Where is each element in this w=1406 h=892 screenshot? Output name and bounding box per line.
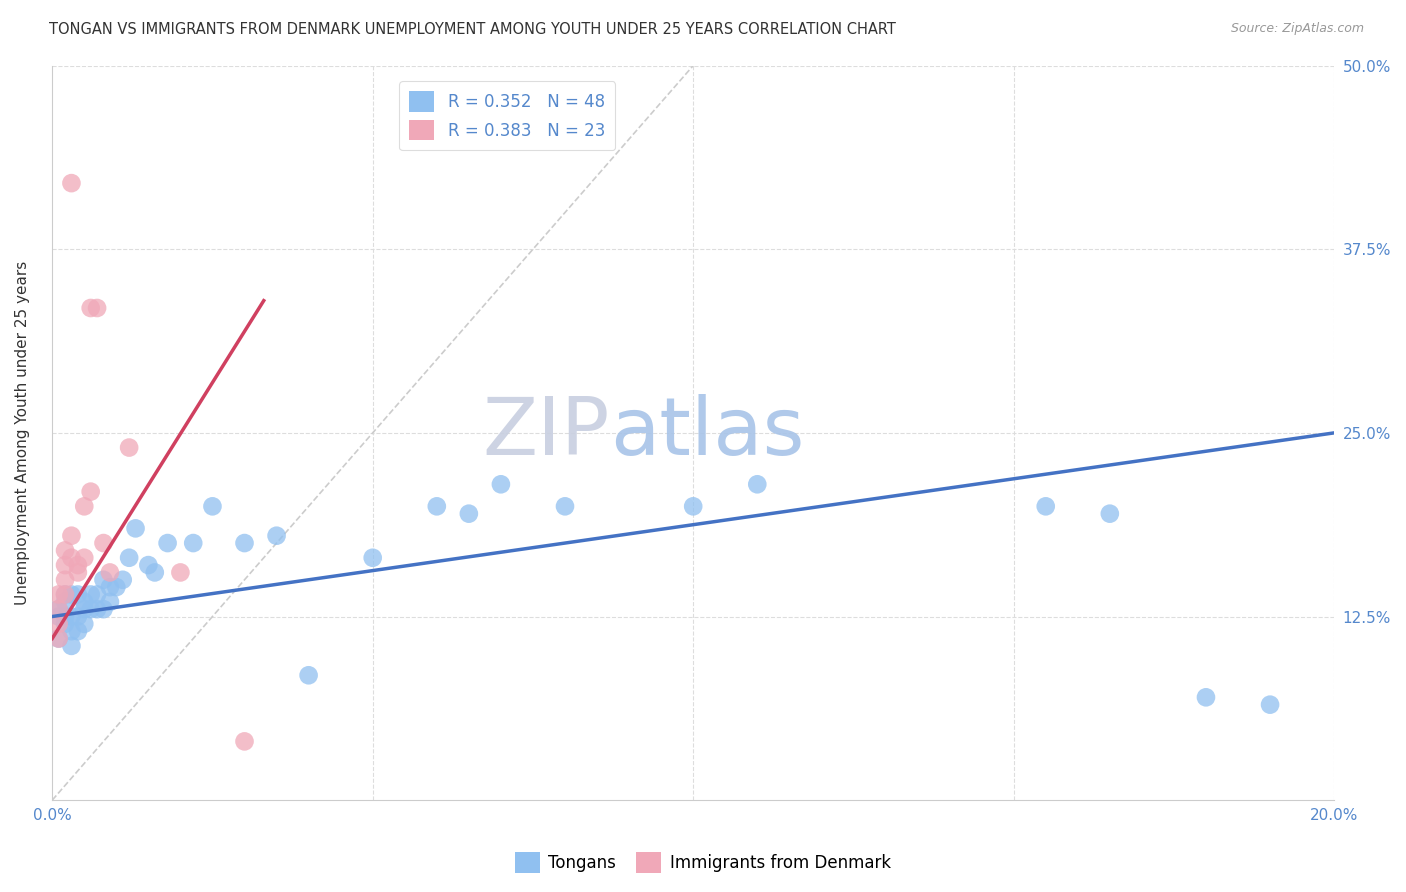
Point [73,616,96,631]
Point [1195,690,1218,705]
Point [169,566,191,580]
Point [86,602,108,616]
Point [118,441,141,455]
Point [60,550,83,565]
Point [489,477,512,491]
Point [233,536,256,550]
Text: ZIP: ZIP [482,394,610,472]
Point [1098,507,1121,521]
Point [93,573,115,587]
Point [156,536,179,550]
Text: atlas: atlas [610,394,804,472]
Point [457,507,479,521]
Point [48,632,70,646]
Point [60,587,83,601]
Point [1258,698,1281,712]
Point [53,543,76,558]
Point [554,500,576,514]
Point [60,639,83,653]
Point [93,602,115,616]
Text: Source: ZipAtlas.com: Source: ZipAtlas.com [1230,22,1364,36]
Y-axis label: Unemployment Among Youth under 25 years: Unemployment Among Youth under 25 years [15,260,30,605]
Point [53,573,76,587]
Point [66,587,89,601]
Point [48,602,70,616]
Point [48,632,70,646]
Point [79,602,101,616]
Point [98,595,121,609]
Legend: R = 0.352   N = 48, R = 0.383   N = 23: R = 0.352 N = 48, R = 0.383 N = 23 [399,81,616,150]
Point [66,566,89,580]
Point [66,624,89,639]
Point [53,616,76,631]
Point [73,550,96,565]
Point [73,595,96,609]
Point [138,558,160,573]
Point [66,609,89,624]
Point [105,580,128,594]
Point [60,176,83,190]
Legend: Tongans, Immigrants from Denmark: Tongans, Immigrants from Denmark [509,846,897,880]
Point [60,529,83,543]
Point [73,500,96,514]
Point [111,573,134,587]
Point [79,484,101,499]
Point [1035,500,1057,514]
Point [361,550,384,565]
Point [48,602,70,616]
Point [86,587,108,601]
Point [73,602,96,616]
Point [53,558,76,573]
Point [181,536,204,550]
Point [118,550,141,565]
Point [266,529,288,543]
Point [60,609,83,624]
Point [426,500,449,514]
Point [98,566,121,580]
Point [48,616,70,631]
Point [53,587,76,601]
Point [79,587,101,601]
Point [682,500,704,514]
Point [747,477,769,491]
Text: TONGAN VS IMMIGRANTS FROM DENMARK UNEMPLOYMENT AMONG YOUTH UNDER 25 YEARS CORREL: TONGAN VS IMMIGRANTS FROM DENMARK UNEMPL… [49,22,896,37]
Point [98,580,121,594]
Point [93,536,115,550]
Point [48,609,70,624]
Point [297,668,319,682]
Point [233,734,256,748]
Point [53,587,76,601]
Point [86,301,108,315]
Point [53,595,76,609]
Point [48,587,70,601]
Point [53,609,76,624]
Point [60,624,83,639]
Point [79,301,101,315]
Point [143,566,166,580]
Point [201,500,224,514]
Point [66,558,89,573]
Point [124,521,146,535]
